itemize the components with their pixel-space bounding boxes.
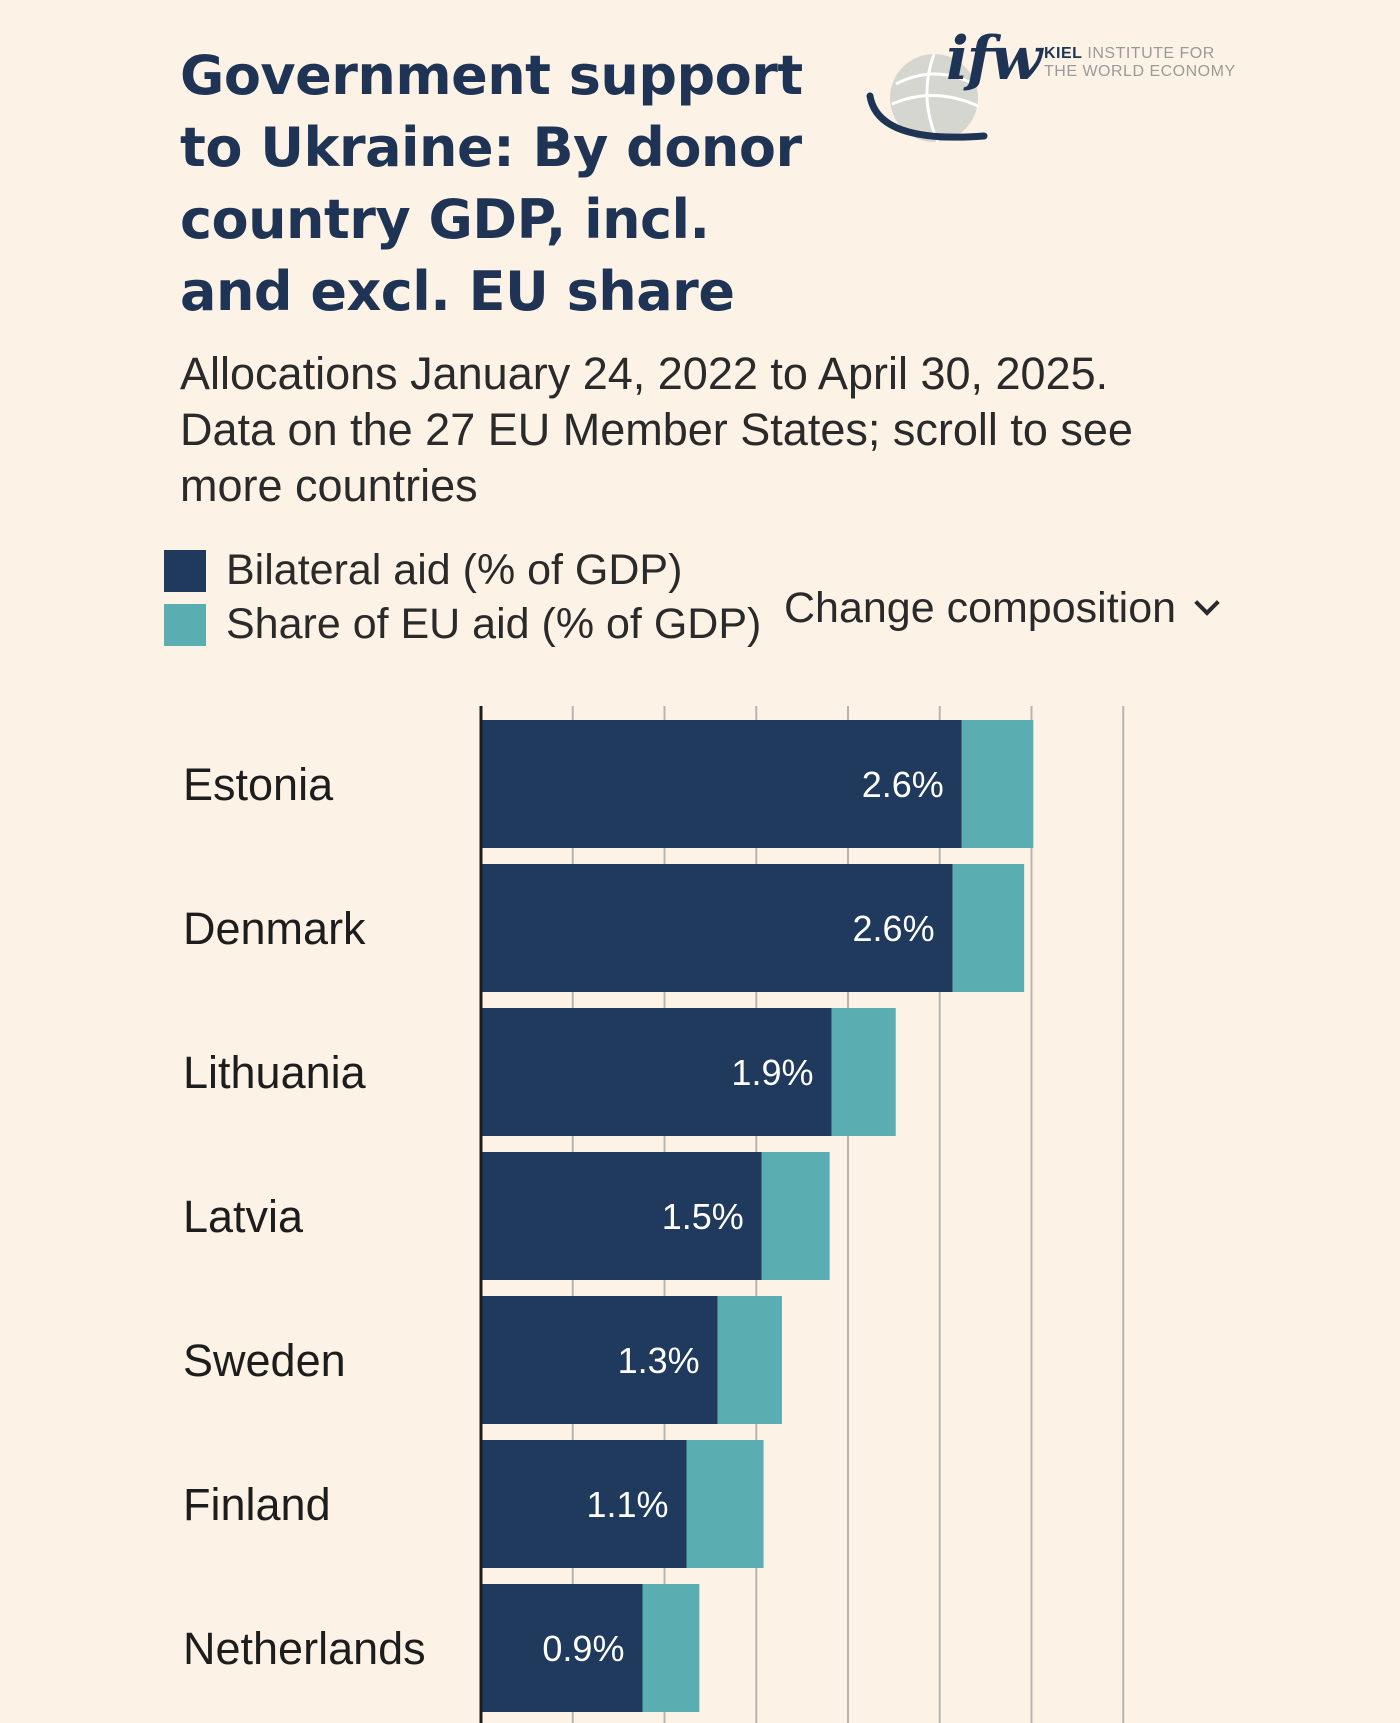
bar-value-label: 1.1% bbox=[586, 1484, 668, 1525]
kiel-institute-logo: ifw KIEL INSTITUTE FOR THE WORLD ECONOMY bbox=[858, 20, 1238, 170]
bar-eu-share bbox=[717, 1296, 782, 1424]
category-label: Latvia bbox=[183, 1191, 304, 1242]
bar-bilateral bbox=[481, 1440, 687, 1568]
category-label: Sweden bbox=[183, 1335, 346, 1386]
bar-group-denmark: 2.6% Denmark bbox=[183, 864, 1025, 992]
bar-value-label: 0.9% bbox=[542, 1628, 624, 1669]
globe-icon bbox=[866, 53, 988, 143]
bar-group-latvia: 1.5% Latvia bbox=[183, 1152, 830, 1280]
bar-eu-share bbox=[961, 720, 1034, 848]
bar-value-label: 1.3% bbox=[618, 1340, 700, 1381]
bar-group-lithuania: 1.9% Lithuania bbox=[183, 1008, 896, 1136]
chevron-down-icon bbox=[1194, 590, 1220, 616]
bar-eu-share bbox=[686, 1440, 764, 1568]
bar-eu-share bbox=[831, 1008, 896, 1136]
bar-bilateral bbox=[481, 1152, 762, 1280]
logo-text-line1: KIEL INSTITUTE FOR bbox=[1044, 45, 1215, 62]
legend-swatch-eu-share bbox=[164, 604, 206, 646]
bar-value-label: 1.9% bbox=[731, 1052, 813, 1093]
category-label: Netherlands bbox=[183, 1623, 426, 1674]
bar-bilateral bbox=[481, 864, 953, 992]
legend-label-eu-share: Share of EU aid (% of GDP) bbox=[226, 600, 762, 648]
chart-title: Government support to Ukraine: By donor … bbox=[180, 44, 803, 323]
bar-bilateral bbox=[481, 1584, 643, 1712]
change-composition-label: Change composition bbox=[784, 584, 1177, 632]
bar-value-label: 2.6% bbox=[862, 764, 944, 805]
bar-group-estonia: 2.6% Estonia bbox=[183, 720, 1034, 848]
bar-bilateral bbox=[481, 1296, 718, 1424]
legend-item-eu-share: Share of EU aid (% of GDP) bbox=[162, 598, 762, 648]
change-composition-dropdown[interactable]: Change composition bbox=[784, 580, 1220, 636]
category-label: Finland bbox=[183, 1479, 331, 1530]
bar-group-sweden: 1.3% Sweden bbox=[183, 1296, 782, 1424]
bar-eu-share bbox=[761, 1152, 830, 1280]
legend-item-bilateral: Bilateral aid (% of GDP) bbox=[162, 544, 762, 594]
bar-group-finland: 1.1% Finland bbox=[183, 1440, 764, 1568]
bar-value-label: 2.6% bbox=[853, 908, 935, 949]
bar-bilateral bbox=[481, 1008, 832, 1136]
bar-eu-share bbox=[642, 1584, 700, 1712]
legend-swatch-bilateral bbox=[164, 550, 206, 592]
bar-group-netherlands: 0.9% Netherlands bbox=[183, 1584, 700, 1712]
chart-subtitle: Allocations January 24, 2022 to April 30… bbox=[180, 348, 1133, 511]
category-label: Lithuania bbox=[183, 1047, 367, 1098]
bar-value-label: 1.5% bbox=[662, 1196, 744, 1237]
stacked-bar-chart: 2.6% Estonia 2.6% Denmark 1.9% Lithuania 1.5% L… bbox=[183, 706, 1125, 1723]
category-label: Estonia bbox=[183, 759, 334, 810]
logo-mark: ifw bbox=[946, 24, 1042, 94]
bar-bilateral bbox=[481, 720, 962, 848]
legend-label-bilateral: Bilateral aid (% of GDP) bbox=[226, 546, 683, 594]
category-label: Denmark bbox=[183, 903, 366, 954]
logo-text-line2: THE WORLD ECONOMY bbox=[1044, 63, 1236, 80]
bar-eu-share bbox=[952, 864, 1025, 992]
